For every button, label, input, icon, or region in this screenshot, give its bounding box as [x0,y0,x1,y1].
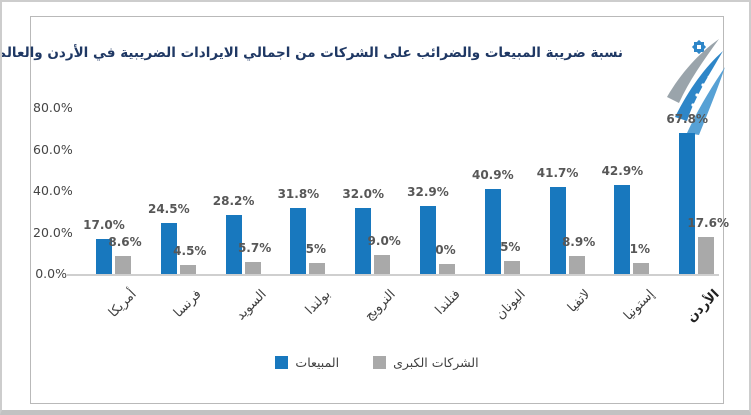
sales-bar [420,205,436,274]
sales-value-label: 41.7% [536,166,579,181]
sales-bar [96,238,112,274]
chart-card: نسبة ضريبة المبيعات والضرائب على الشركات… [0,16,729,404]
sales-value-label: 42.9% [601,163,644,178]
sales-bar [290,208,307,274]
corporate-bar [633,263,650,274]
sales-value-label: 17.0% [83,217,125,232]
corporate-value-label: 4.5% [173,243,207,258]
corporate-bar [698,237,715,274]
corporate-value-label: 5.5% [292,241,327,256]
sales-bar [484,189,501,274]
corporate-bar [115,256,131,274]
x-axis-line [67,274,719,276]
corporate-bar [244,262,261,274]
legend-swatch [275,356,289,369]
logo-star-icon [691,39,707,55]
legend-label: الشركات الكبرى [393,355,479,370]
sales-bar [614,184,631,274]
corporate-value-label: 5.7% [237,241,272,256]
corporate-bar [179,264,196,274]
corporate-bar [503,260,520,274]
sales-value-label: 67.8% [666,112,708,127]
stylized-bird-logo-icon [667,39,725,135]
corporate-value-label: 5.0% [422,242,456,257]
legend-label: المبيعات [295,355,340,370]
corporate-bar [439,263,455,274]
y-axis-tick-label: 40.0% [33,183,73,198]
corporate-bar [374,255,391,274]
y-axis-tick-label: 80.0% [33,100,73,115]
sales-value-label: 24.5% [147,202,190,217]
corporate-value-label: 9.0% [367,234,401,249]
legend: المبيعات الشركات الكبرى [31,355,723,370]
sales-value-label: 31.8% [277,187,320,201]
corporate-value-label: 6.5% [487,239,521,254]
corporate-value-label: 5.1% [616,242,651,257]
corporate-bar [309,262,326,274]
sales-value-label: 28.2% [212,194,255,209]
sales-bar [679,133,696,274]
corporate-value-label: 8.6% [108,235,142,250]
legend-item: المبيعات [275,355,339,370]
sales-bar [225,215,242,274]
sales-bar [355,207,372,274]
sales-bar [549,187,566,274]
sales-bar [160,223,177,274]
corporate-value-label: 8.9% [561,234,596,249]
legend-item: الشركات الكبرى [373,355,479,370]
y-axis-tick-label: 60.0% [33,141,73,157]
corporate-value-label: 17.6% [687,216,729,231]
plot-area: 80.0% 60.0% 40.0% 20.0% 0.0% 8.6% 17.0% أمريكا 4… [31,17,729,403]
sales-value-label: 32.9% [407,184,449,199]
chart-title: نسبة ضريبة المبيعات والضرائب على الشركات… [0,45,623,61]
legend-swatch [373,356,387,369]
corporate-bar [568,255,585,274]
category-label: أمريكا [106,287,140,321]
sales-value-label: 32.0% [342,186,384,201]
y-axis-tick-label: 0.0% [35,266,67,281]
y-axis-tick-label: 20.0% [33,224,73,240]
sales-value-label: 40.9% [471,168,514,183]
